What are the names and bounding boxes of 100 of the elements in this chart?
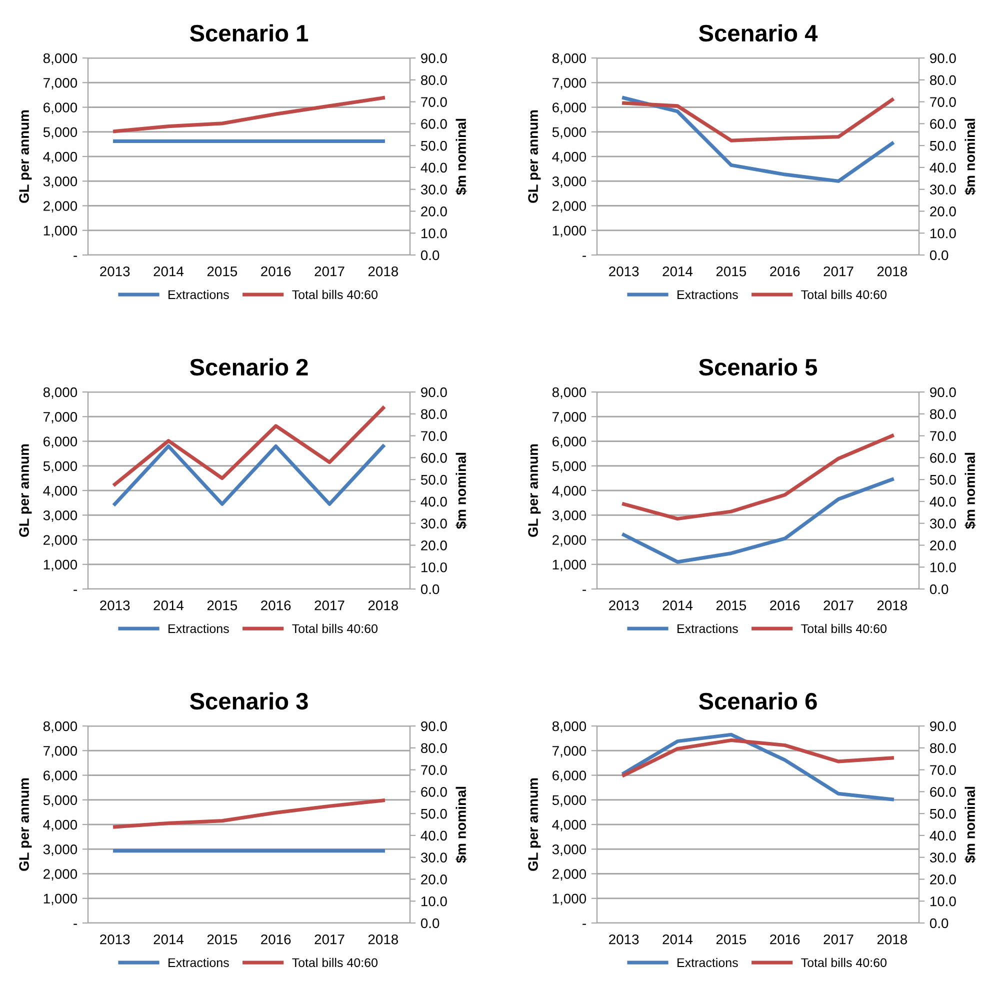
y2-tick-label: 40.0 <box>420 830 447 841</box>
legend-label: Extractions <box>168 624 229 634</box>
y2-axis-title: $m nominal <box>964 452 976 529</box>
x-tick-label: 2015 <box>207 266 238 276</box>
y-tick-label: 6,000 <box>552 102 586 114</box>
y-tick-label: 6,000 <box>44 770 78 782</box>
y2-tick-label: 90.0 <box>930 721 956 732</box>
y2-tick-label: 50.0 <box>930 808 956 819</box>
y2-tick-label: 80.0 <box>421 743 447 754</box>
x-tick-label: 2014 <box>662 600 693 610</box>
y2-tick-label: 80.0 <box>421 409 447 420</box>
x-tick-label: 2017 <box>314 934 344 944</box>
y2-tick-label: 90.0 <box>421 387 447 398</box>
chart-title: Scenario 2 <box>190 358 308 376</box>
y2-tick-label: 50.0 <box>420 808 447 819</box>
x-tick-label: 2013 <box>100 600 130 610</box>
y-tick-label: - <box>582 924 586 925</box>
x-tick-label: 2017 <box>824 600 854 610</box>
y2-tick-label: 20.0 <box>421 874 447 884</box>
y-tick-label: 3,000 <box>552 510 586 522</box>
x-tick-label: 2014 <box>154 600 184 610</box>
y2-tick-label: 0.0 <box>420 250 440 260</box>
y2-tick-label: 70.0 <box>421 97 447 107</box>
legend-label: Total bills 40:60 <box>292 624 378 634</box>
y2-tick-label: 20.0 <box>421 206 447 216</box>
x-tick-label: 2013 <box>609 600 639 610</box>
y2-tick-label: 80.0 <box>930 75 956 86</box>
y2-tick-label: 70.0 <box>421 765 447 775</box>
y-tick-label: 3,000 <box>552 844 586 856</box>
x-tick-label: 2017 <box>314 600 344 610</box>
x-tick-label: 2017 <box>824 934 854 944</box>
y-tick-label: 8,000 <box>43 721 78 733</box>
x-tick-label: 2014 <box>662 934 693 944</box>
y-tick-label: 6,000 <box>552 770 586 782</box>
y2-tick-label: 30.0 <box>930 184 956 195</box>
line-series <box>113 406 385 486</box>
y-tick-label: 1,000 <box>552 560 586 572</box>
y2-tick-label: 20.0 <box>930 206 956 216</box>
legend-label: Extractions <box>678 958 738 968</box>
legend-label: Extractions <box>168 290 229 300</box>
y2-axis-title: $m nominal <box>964 786 976 863</box>
y2-tick-label: 40.0 <box>930 830 956 841</box>
y2-tick-label: 90.0 <box>421 721 447 732</box>
y-tick-label: - <box>582 590 586 591</box>
x-tick-label: 2013 <box>609 266 639 276</box>
y2-tick-label: 60.0 <box>421 119 447 129</box>
y-tick-label: 8,000 <box>43 53 78 65</box>
chart-title: Scenario 1 <box>190 24 308 42</box>
y-tick-label: 4,000 <box>43 820 78 832</box>
y2-tick-label: 10.0 <box>421 562 447 572</box>
y-tick-label: 4,000 <box>43 152 78 164</box>
y-tick-label: 5,000 <box>552 461 586 473</box>
x-tick-label: 2015 <box>716 266 746 276</box>
x-tick-label: 2013 <box>100 266 130 276</box>
y2-tick-label: 20.0 <box>930 540 956 550</box>
y-tick-label: 7,000 <box>552 412 586 424</box>
y-axis-title: GL per annum <box>19 110 32 203</box>
y-tick-label: 4,000 <box>552 152 586 164</box>
y-axis-title: GL per annum <box>19 444 32 537</box>
y2-tick-label: 80.0 <box>930 409 956 420</box>
legend-label: Extractions <box>678 624 738 634</box>
legend-label: Total bills 40:60 <box>292 290 378 300</box>
y-tick-label: 5,000 <box>43 461 78 473</box>
y2-tick-label: 80.0 <box>421 75 447 86</box>
y-tick-label: 7,000 <box>44 746 78 758</box>
y2-axis-title: $m nominal <box>456 118 467 195</box>
y2-tick-label: 90.0 <box>421 53 447 64</box>
y2-tick-label: 30.0 <box>420 518 447 529</box>
y2-tick-label: 60.0 <box>421 453 447 463</box>
y-tick-label: - <box>74 924 77 925</box>
y-tick-label: 6,000 <box>44 102 78 114</box>
y-tick-label: 1,000 <box>44 226 78 238</box>
x-tick-label: 2018 <box>877 266 908 276</box>
y2-tick-label: 0.0 <box>930 918 948 928</box>
y-tick-label: 8,000 <box>43 387 78 399</box>
legend-label: Extractions <box>168 958 229 968</box>
y-axis-title: GL per annum <box>528 778 541 871</box>
x-tick-label: 2018 <box>877 600 908 610</box>
y-axis-title: GL per annum <box>528 110 541 203</box>
y2-tick-label: 50.0 <box>420 474 447 485</box>
x-tick-label: 2014 <box>154 934 184 944</box>
y2-tick-label: 40.0 <box>930 496 956 507</box>
y2-tick-label: 40.0 <box>930 162 956 173</box>
y-tick-label: 5,000 <box>552 795 586 807</box>
y2-tick-label: 80.0 <box>930 743 956 754</box>
y-axis-title: GL per annum <box>19 778 32 871</box>
x-tick-label: 2018 <box>368 266 398 276</box>
y2-tick-label: 20.0 <box>930 874 956 884</box>
legend-label: Total bills 40:60 <box>801 290 887 300</box>
y-tick-label: 5,000 <box>43 127 78 139</box>
y2-tick-label: 70.0 <box>930 765 956 775</box>
x-tick-label: 2016 <box>261 266 291 276</box>
line-series <box>622 98 894 142</box>
y-tick-label: 6,000 <box>552 436 586 448</box>
legend-label: Total bills 40:60 <box>292 958 378 968</box>
y-tick-label: - <box>582 256 586 257</box>
y2-tick-label: 60.0 <box>930 787 956 797</box>
y2-tick-label: 0.0 <box>930 250 948 260</box>
y2-tick-label: 10.0 <box>930 228 956 238</box>
y-tick-label: 2,000 <box>44 201 78 213</box>
